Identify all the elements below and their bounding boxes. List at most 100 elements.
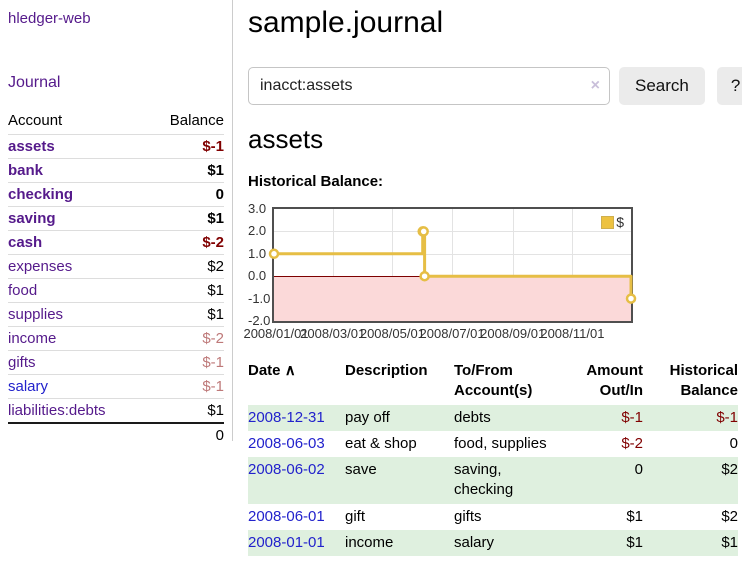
transaction-row[interactable]: 2008-06-03 eat & shop food, supplies $-2… (248, 431, 738, 457)
account-balance: $2 (146, 254, 224, 279)
account-section-title: assets (248, 124, 324, 154)
y-tick: 0.0 (248, 268, 267, 283)
account-link-checking[interactable]: checking (8, 186, 74, 203)
header-date[interactable]: Date ∧ (248, 362, 296, 379)
transaction-accounts: food, supplies (454, 434, 547, 452)
account-link-saving[interactable]: saving (8, 210, 56, 227)
transaction-date-link[interactable]: 2008-06-01 (248, 507, 325, 525)
accounts-header-balance: Balance (169, 112, 224, 129)
account-link-gifts[interactable]: gifts (8, 354, 36, 371)
x-tick: 2008/07/01 (419, 326, 485, 341)
account-balance: $-2 (146, 230, 224, 255)
account-balance: 0 (146, 182, 224, 207)
sidebar: hledger-web Journal Account Balance asse… (0, 0, 233, 447)
search-button[interactable]: Search (619, 67, 705, 105)
account-row: income $-2 (8, 326, 224, 351)
search-input[interactable] (248, 67, 610, 105)
data-point[interactable] (268, 248, 280, 260)
account-row: gifts $-1 (8, 350, 224, 375)
accounts-total-row: 0 (8, 422, 224, 447)
negative-region (274, 276, 631, 321)
chart-title: Historical Balance: (248, 173, 384, 190)
transaction-balance: $2 (721, 461, 738, 478)
plot-area: $ (268, 207, 637, 323)
data-point[interactable] (625, 293, 637, 304)
account-row: supplies $1 (8, 302, 224, 327)
transactions-header-row: Date ∧ Description To/From Account(s) Am… (248, 358, 738, 405)
transaction-accounts: saving, checking (454, 461, 514, 499)
transaction-date-link[interactable]: 2008-12-31 (248, 408, 325, 426)
clear-search-icon[interactable]: × (590, 77, 600, 94)
transaction-accounts: gifts (454, 507, 482, 525)
x-tick: 2008/05/01 (359, 326, 425, 341)
account-balance: $1 (146, 158, 224, 183)
data-point[interactable] (419, 270, 430, 282)
app-brand-link[interactable]: hledger-web (8, 10, 91, 27)
account-row: salary $-1 (8, 374, 224, 399)
account-row: food $1 (8, 278, 224, 303)
data-point[interactable] (418, 226, 429, 237)
transaction-amount: 0 (634, 461, 643, 478)
account-link-supplies[interactable]: supplies (8, 306, 64, 323)
y-tick: 2.0 (248, 223, 267, 238)
transaction-balance: $2 (721, 507, 738, 525)
transaction-amount: $-1 (621, 408, 643, 426)
transactions-table: Date ∧ Description To/From Account(s) Am… (248, 358, 738, 556)
account-row: saving $1 (8, 206, 224, 231)
transaction-description: gift (345, 507, 366, 525)
account-row: cash $-2 (8, 230, 224, 255)
account-link-food[interactable]: food (8, 282, 38, 299)
transaction-balance: 0 (729, 434, 738, 452)
sort-asc-icon: ∧ (284, 362, 296, 379)
transaction-date-link[interactable]: 2008-01-01 (248, 533, 325, 551)
y-tick: 1.0 (248, 246, 267, 261)
account-link-income[interactable]: income (8, 330, 57, 347)
account-link-liabilities-debts[interactable]: liabilities:debts (8, 402, 106, 419)
account-balance: $1 (146, 398, 224, 423)
account-link-assets[interactable]: assets (8, 138, 55, 155)
account-balance: $-1 (146, 134, 224, 159)
page-title: sample.journal (248, 6, 444, 39)
chart-legend: $ (599, 213, 626, 231)
account-link-expenses[interactable]: expenses (8, 258, 73, 275)
transaction-date-link[interactable]: 2008-06-03 (248, 434, 325, 452)
transaction-date-link[interactable]: 2008-06-02 (248, 461, 325, 478)
account-link-salary[interactable]: salary (8, 378, 49, 395)
legend-label: $ (616, 214, 624, 230)
sidebar-item-journal[interactable]: Journal (8, 74, 61, 91)
x-tick: 2008/11/01 (540, 326, 605, 341)
account-link-bank[interactable]: bank (8, 162, 44, 179)
account-link-cash[interactable]: cash (8, 234, 43, 251)
transaction-row[interactable]: 2008-12-31 pay off debts $-1 $-1 (248, 404, 738, 431)
transaction-amount: $1 (626, 533, 643, 551)
legend-swatch-icon (601, 215, 615, 229)
header-tofrom: To/From Account(s) (454, 362, 533, 400)
transaction-description: pay off (345, 408, 390, 426)
accounts-total-value: 0 (146, 422, 224, 447)
account-balance: $1 (146, 302, 224, 327)
transaction-description: eat & shop (345, 434, 417, 452)
help-button[interactable]: ? (716, 67, 742, 105)
x-tick: 2008/03/01 (300, 326, 366, 341)
x-tick: 2008/01/01 (243, 326, 309, 341)
transaction-row[interactable]: 2008-06-01 gift gifts $1 $2 (248, 504, 738, 530)
account-row: assets $-1 (8, 134, 224, 159)
transaction-row[interactable]: 2008-06-02 save saving, checking 0 $2 (248, 457, 738, 504)
transaction-amount: $-2 (621, 434, 643, 452)
transaction-row[interactable]: 2008-01-01 income salary $1 $1 (248, 529, 738, 556)
transaction-balance: $-1 (716, 408, 738, 426)
transaction-description: save (345, 461, 377, 478)
transaction-amount: $1 (626, 507, 643, 525)
balance-step-line (268, 226, 637, 304)
transaction-accounts: salary (454, 533, 495, 551)
transaction-balance: $1 (721, 533, 738, 551)
account-balance: $-1 (146, 350, 224, 375)
y-tick: -1.0 (248, 291, 271, 306)
y-tick: -2.0 (248, 313, 271, 328)
header-balance: Historical Balance (669, 362, 738, 400)
accounts-table: Account Balance assets $-1 bank $1 checkin… (8, 109, 224, 447)
transaction-description: income (345, 533, 394, 551)
account-row: expenses $2 (8, 254, 224, 279)
header-amount: Amount Out/In (586, 362, 643, 400)
header-description: Description (345, 362, 428, 379)
